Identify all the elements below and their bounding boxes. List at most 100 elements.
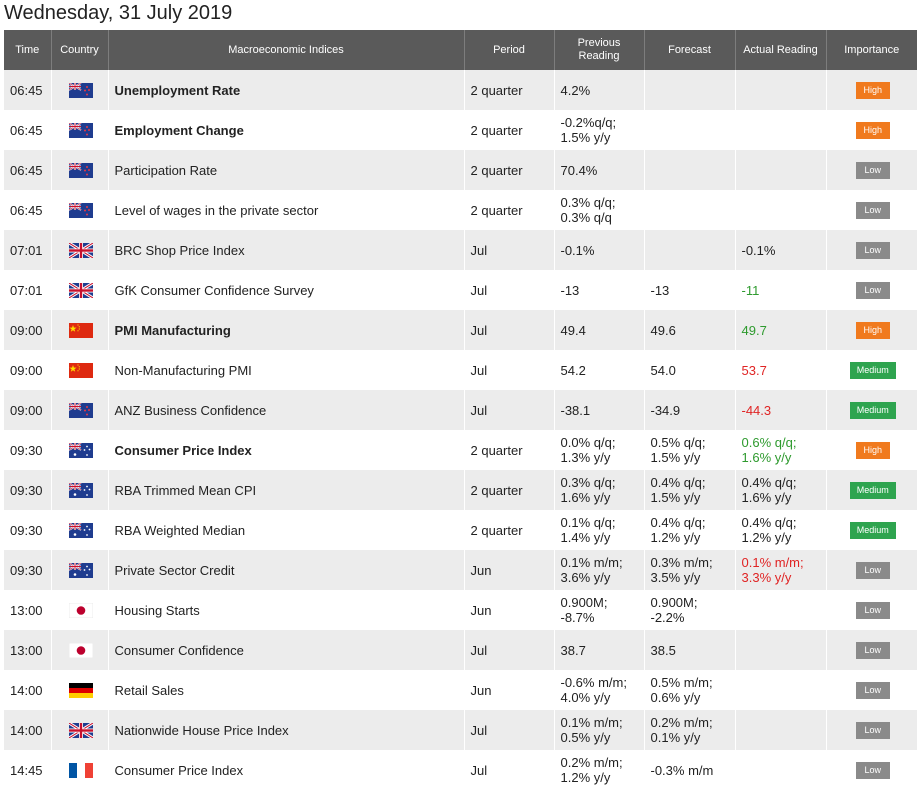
page-title: Wednesday, 31 July 2019 [4,2,233,24]
column-header-previous: Previous Reading [554,30,645,70]
event-time: 09:30 [4,510,52,550]
event-period: 2 quarter [464,470,555,510]
table-row: 09:00 PMI Manufacturing Jul 49.4 49.6 49.7 Hig… [4,310,917,350]
event-period: Jun [464,590,555,630]
event-time: 09:00 [4,310,52,350]
country-cell [51,390,109,430]
forecast-value-line: 0.3% m/m; [650,555,713,570]
event-period: 2 quarter [464,430,555,470]
uk-flag-icon [68,243,93,259]
country-cell [51,190,109,230]
event-time: 09:30 [4,470,52,510]
germany-flag-icon [68,683,93,699]
importance-badge: Medium [849,522,896,539]
column-header-previous-line1: Previous [577,37,621,49]
indicator-name: PMI Manufacturing [108,310,465,350]
australia-flag-icon [68,563,93,579]
table-row: 09:00 ANZ Business Confidence Jul -38.1 -34.… [4,390,917,430]
actual-reading: -0.1% [735,230,827,270]
importance-badge: Low [855,722,890,739]
forecast-value [644,190,736,230]
event-period: Jul [464,350,555,390]
event-time: 14:00 [4,710,52,750]
importance-cell: High [826,430,917,470]
event-time: 09:00 [4,350,52,390]
table-row: 13:00 Housing Starts Jun 0.900M; -8.7% 0.900M… [4,590,917,630]
importance-cell: Low [826,230,917,270]
importance-cell: Medium [826,510,917,550]
actual-reading: -44.3 [735,390,827,430]
previous-reading: 0.3% q/q; 1.6% y/y [554,470,645,510]
column-header-country: Country [51,30,109,70]
actual-value-line: 1.6% y/y [741,490,792,505]
nz-flag-icon [68,203,93,219]
country-cell [51,70,109,110]
indicator-name: RBA Trimmed Mean CPI [108,470,465,510]
event-period: Jul [464,230,555,270]
event-time: 13:00 [4,590,52,630]
prev-value-line: -0.1% [560,242,595,258]
event-time: 09:30 [4,430,52,470]
previous-reading: 70.4% [554,150,645,190]
prev-value-line: -38.1 [560,402,591,418]
previous-reading: -38.1 [554,390,645,430]
table-row: 09:30 Consumer Price Index 2 quarter 0.0% q… [4,430,917,470]
china-flag-icon [68,363,93,379]
actual-value-line: 53.7 [741,362,767,378]
prev-value-line: 0.3% q/q; [560,475,616,490]
actual-value-line: -11 [741,282,760,298]
actual-value-line: 0.4% q/q; [741,475,797,490]
table-row: 14:45 Consumer Price Index Jul 0.2% m/m; 1.2… [4,750,917,790]
prev-value-line: 1.4% y/y [560,530,611,545]
importance-badge: High [855,122,890,139]
importance-badge: Low [855,562,890,579]
table-row: 06:45 Unemployment Rate 2 quarter 4.2% High [4,70,917,110]
forecast-value [644,150,736,190]
actual-value-line: 0.6% q/q; [741,435,797,450]
previous-reading: 0.1% m/m; 3.6% y/y [554,550,645,590]
forecast-value [644,110,736,150]
forecast-value-line: 49.6 [650,322,676,338]
column-header-index: Macroeconomic Indices [108,30,465,70]
nz-flag-icon [68,163,93,179]
event-time: 06:45 [4,110,52,150]
importance-badge: High [855,322,890,339]
actual-value-line: 1.2% y/y [741,530,792,545]
indicator-name: Unemployment Rate [108,70,465,110]
prev-value-line: 0.1% m/m; [560,715,623,730]
china-flag-icon [68,323,93,339]
previous-reading: 0.3% q/q; 0.3% q/q [554,190,645,230]
event-time: 13:00 [4,630,52,670]
actual-reading: 0.1% m/m; 3.3% y/y [735,550,827,590]
country-cell [51,230,109,270]
forecast-value-line: 0.900M; [650,595,698,610]
indicator-name: Consumer Confidence [108,630,465,670]
table-header-row: Time Country Macroeconomic Indices Perio… [4,30,917,70]
australia-flag-icon [68,523,93,539]
table-row: 09:00 Non-Manufacturing PMI Jul 54.2 54.0 53.… [4,350,917,390]
country-cell [51,150,109,190]
actual-reading [735,190,827,230]
table-row: 07:01 GfK Consumer Confidence Survey Jul -1… [4,270,917,310]
column-header-forecast: Forecast [644,30,736,70]
forecast-value-line: 38.5 [650,642,676,658]
prev-value-line: 0.1% q/q; [560,515,616,530]
table-row: 09:30 Private Sector Credit Jun 0.1% m/m; 3.… [4,550,917,590]
importance-badge: Medium [849,402,896,419]
indicator-name: Housing Starts [108,590,465,630]
previous-reading: 4.2% [554,70,645,110]
actual-reading: 0.6% q/q; 1.6% y/y [735,430,827,470]
actual-value-line: -44.3 [741,402,772,418]
prev-value-line: 1.3% y/y [560,450,611,465]
actual-reading [735,670,827,710]
forecast-value: 54.0 [644,350,736,390]
previous-reading: 0.1% m/m; 0.5% y/y [554,710,645,750]
actual-reading [735,110,827,150]
forecast-value: -0.3% m/m [644,750,736,790]
event-time: 14:45 [4,750,52,790]
actual-reading: 0.4% q/q; 1.6% y/y [735,470,827,510]
table-row: 06:45 Employment Change 2 quarter -0.2%q/q;… [4,110,917,150]
event-time: 06:45 [4,190,52,230]
importance-cell: Low [826,150,917,190]
actual-value-line: -0.1% [741,242,776,258]
